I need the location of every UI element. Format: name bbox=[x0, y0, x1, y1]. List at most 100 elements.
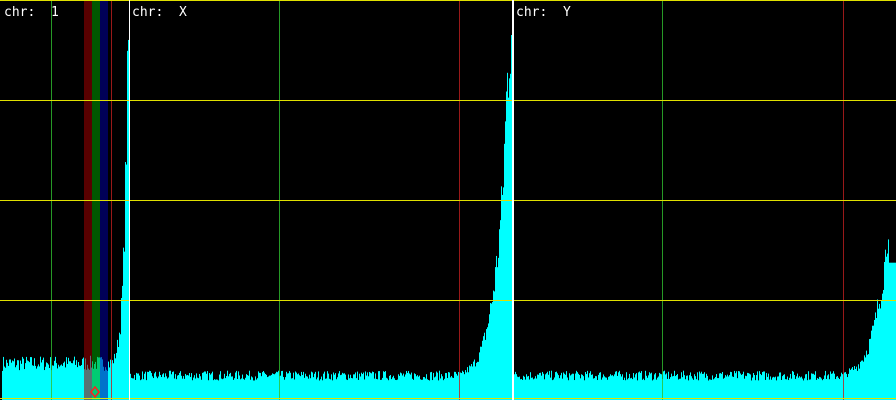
histogram-bar bbox=[694, 374, 695, 400]
histogram-bar bbox=[352, 378, 353, 400]
histogram-bar bbox=[148, 372, 149, 400]
histogram-bar bbox=[637, 380, 638, 400]
histogram-bar bbox=[385, 371, 386, 400]
histogram-bar bbox=[20, 360, 21, 400]
histogram-bar bbox=[502, 194, 503, 400]
histogram-bar bbox=[425, 378, 426, 400]
histogram-bar bbox=[486, 329, 487, 400]
histogram-bar bbox=[19, 370, 20, 400]
histogram-bar bbox=[225, 378, 226, 400]
histogram-bar bbox=[592, 374, 593, 400]
histogram-bar bbox=[866, 350, 867, 400]
histogram-bar bbox=[206, 373, 207, 400]
histogram-bar bbox=[423, 376, 424, 400]
histogram-bar bbox=[706, 373, 707, 400]
histogram-bar bbox=[611, 375, 612, 400]
histogram-bar bbox=[229, 373, 230, 400]
histogram-bar bbox=[468, 372, 469, 400]
histogram-bar bbox=[718, 378, 719, 400]
histogram-bar bbox=[268, 376, 269, 400]
histogram-bar bbox=[818, 378, 819, 400]
histogram-bar bbox=[447, 378, 448, 400]
histogram-bar bbox=[892, 262, 893, 400]
histogram-bar bbox=[472, 366, 473, 400]
histogram-bar bbox=[588, 377, 589, 400]
histogram-bar bbox=[561, 372, 562, 400]
histogram-bar bbox=[353, 374, 354, 400]
histogram-bar bbox=[261, 376, 262, 400]
histogram-bar bbox=[480, 346, 481, 400]
histogram-bar bbox=[738, 371, 739, 400]
histogram-bar bbox=[867, 354, 868, 400]
histogram-bar bbox=[304, 377, 305, 400]
histogram-bar bbox=[373, 372, 374, 400]
histogram-bar bbox=[412, 378, 413, 400]
histogram-bar bbox=[890, 262, 891, 400]
histogram-bar bbox=[599, 372, 600, 400]
histogram-bar bbox=[114, 353, 115, 400]
histogram-bar bbox=[445, 373, 446, 400]
histogram-bar bbox=[715, 376, 716, 400]
histogram-bar bbox=[12, 360, 13, 400]
histogram-bar bbox=[422, 379, 423, 400]
histogram-bar bbox=[351, 378, 352, 400]
histogram-bar bbox=[678, 379, 679, 400]
histogram-bar bbox=[34, 358, 35, 400]
histogram-bar bbox=[821, 378, 822, 400]
histogram-bar bbox=[420, 379, 421, 400]
histogram-bar bbox=[581, 374, 582, 400]
histogram-bar bbox=[190, 376, 191, 400]
histogram-bar bbox=[149, 370, 150, 400]
histogram-bar bbox=[584, 380, 585, 400]
histogram-bar bbox=[163, 373, 164, 400]
histogram-bar bbox=[349, 378, 350, 400]
histogram-bar bbox=[151, 372, 152, 400]
histogram-bar bbox=[281, 371, 282, 400]
histogram-bar bbox=[345, 374, 346, 400]
histogram-bar bbox=[260, 372, 261, 400]
histogram-bar bbox=[792, 370, 793, 400]
histogram-bar bbox=[782, 376, 783, 400]
histogram-bar bbox=[207, 371, 208, 400]
histogram-bar bbox=[773, 376, 774, 400]
histogram-bar bbox=[868, 354, 869, 400]
histogram-bar bbox=[384, 371, 385, 400]
histogram-bar bbox=[490, 302, 491, 400]
histogram-bar bbox=[547, 371, 548, 400]
histogram-bar bbox=[424, 377, 425, 400]
histogram-bar bbox=[277, 372, 278, 400]
histogram-bar bbox=[78, 362, 79, 400]
histogram-bar bbox=[476, 362, 477, 400]
histogram-bar bbox=[393, 375, 394, 400]
histogram-bar bbox=[874, 319, 875, 400]
histogram-bar bbox=[387, 378, 388, 400]
histogram-bar bbox=[451, 375, 452, 400]
histogram-bar bbox=[42, 359, 43, 400]
histogram-bar bbox=[160, 374, 161, 400]
histogram-bar bbox=[134, 374, 135, 400]
histogram-bar bbox=[743, 371, 744, 400]
histogram-bar bbox=[406, 370, 407, 400]
histogram-bar bbox=[680, 378, 681, 400]
histogram-bar bbox=[565, 374, 566, 400]
histogram-bar bbox=[331, 374, 332, 400]
histogram-bar bbox=[551, 370, 552, 400]
histogram-bar bbox=[187, 374, 188, 400]
histogram-bar bbox=[394, 378, 395, 400]
histogram-bar bbox=[814, 374, 815, 400]
histogram-bar bbox=[537, 374, 538, 400]
histogram-bar bbox=[74, 356, 75, 400]
histogram-bar bbox=[655, 373, 656, 400]
histogram-bar bbox=[600, 372, 601, 400]
histogram-bar bbox=[315, 371, 316, 400]
histogram-bar bbox=[322, 380, 323, 400]
histogram-bar bbox=[573, 373, 574, 400]
histogram-bar bbox=[736, 371, 737, 400]
histogram-bar bbox=[756, 375, 757, 400]
panel-label-chrx: chr: X bbox=[132, 5, 187, 20]
histogram-bar bbox=[411, 372, 412, 400]
histogram-bar bbox=[162, 374, 163, 400]
histogram-bar bbox=[700, 373, 701, 400]
histogram-bar bbox=[744, 378, 745, 400]
